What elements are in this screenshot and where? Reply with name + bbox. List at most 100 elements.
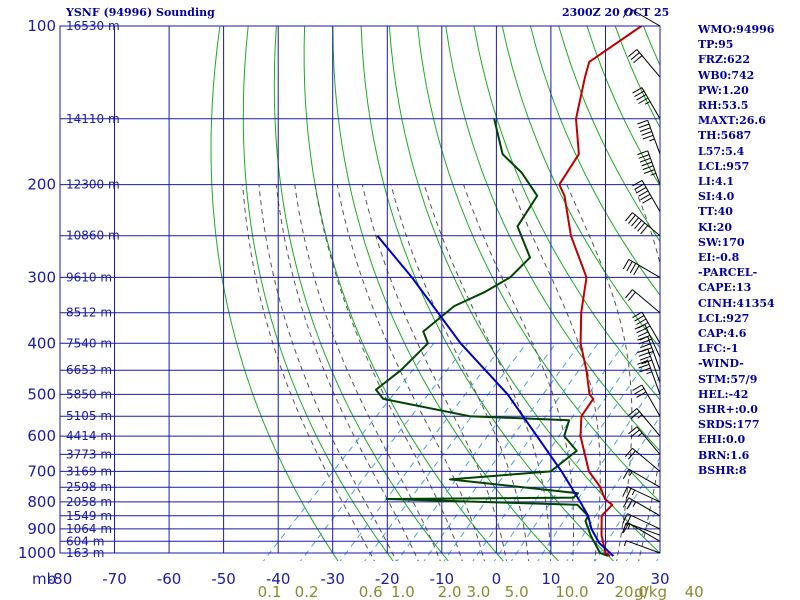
wind-barb-feather — [634, 183, 645, 190]
index-item: CAP:4.6 — [698, 327, 747, 341]
wind-barb-shaft — [636, 408, 661, 437]
wind-barb-feather — [640, 225, 649, 235]
index-item: LFC:-1 — [698, 342, 739, 356]
wind-barb-feather — [636, 94, 647, 101]
wind-barb-shaft — [636, 426, 661, 455]
wind-barb-feather — [639, 334, 651, 341]
mixing-ratio-label: 3.0 — [466, 583, 490, 600]
index-item: PW:1.20 — [698, 83, 749, 97]
height-label: 7540 m — [66, 336, 112, 350]
wind-barb-shaft — [641, 311, 661, 344]
height-label: 2058 m — [66, 495, 112, 509]
wind-barb-feather — [621, 522, 627, 534]
height-label: 3773 m — [66, 447, 112, 461]
wind-barb-shaft — [636, 49, 661, 78]
index-item: SHR+:0.0 — [698, 403, 758, 417]
wind-barb-half-feather — [650, 172, 657, 176]
wind-barb-feather — [636, 186, 647, 194]
wind-barb-feather — [632, 87, 643, 94]
chart-title: YSNF (94996) Sounding — [66, 6, 215, 19]
wind-barb-feather — [638, 363, 650, 369]
wind-barb-feather — [636, 391, 647, 398]
height-label: 5105 m — [66, 409, 112, 423]
wind-barb-shaft — [632, 212, 661, 237]
wind-barbs — [621, 7, 661, 554]
wind-barb-shaft — [626, 540, 661, 554]
height-label: 9610 m — [66, 270, 112, 284]
pressure-label: 100 — [27, 17, 56, 35]
index-item: WMO:94996 — [698, 23, 775, 36]
wind-barb-feather — [644, 169, 655, 174]
wind-barb-feather — [637, 360, 648, 365]
moist-adiabat — [336, 184, 485, 561]
index-item: LI:4.1 — [698, 175, 735, 189]
wind-barb-half-feather — [647, 350, 654, 354]
wind-barb-half-feather — [632, 501, 637, 507]
moist-adiabat — [509, 184, 601, 561]
wind-barb-half-feather — [627, 524, 631, 530]
wind-barb-half-feather — [646, 338, 652, 342]
mixing-ratio-line — [339, 342, 505, 561]
moist-adiabat — [258, 184, 397, 561]
wind-barb — [622, 258, 661, 278]
wind-barb-half-feather — [637, 414, 643, 419]
wind-barb-half-feather — [649, 138, 655, 142]
wind-barb — [622, 468, 661, 488]
wind-barb-feather — [638, 123, 650, 129]
index-item: CAPE:13 — [698, 281, 752, 295]
wind-barb-shaft — [628, 468, 661, 488]
pressure-label: 1000 — [18, 544, 56, 562]
index-item: RH:53.5 — [698, 99, 749, 113]
wind-barb-feather — [626, 261, 633, 272]
height-label: 1549 m — [66, 509, 112, 523]
mixing-ratio-label: 10.0 — [555, 583, 588, 600]
mixing-ratio-line — [566, 415, 660, 561]
mixing-ratio-line — [423, 343, 581, 561]
height-label: 16530 m — [66, 19, 120, 33]
moist-adiabat — [566, 184, 633, 561]
wind-barb-half-feather — [637, 432, 643, 437]
wind-barb — [622, 513, 661, 530]
wind-barb-shaft — [627, 486, 661, 503]
index-item: FRZ:622 — [698, 53, 751, 67]
wind-barb-feather — [636, 327, 647, 334]
wind-barb — [632, 87, 661, 120]
grid — [59, 25, 661, 554]
dry-adiabat — [772, 2, 800, 564]
wind-barb-feather — [634, 315, 645, 322]
index-item: L57:5.4 — [698, 144, 745, 158]
wind-barb — [632, 384, 661, 417]
index-item: SRDS:177 — [698, 418, 760, 432]
wind-barb-feather — [641, 359, 652, 365]
moist-adiabat — [294, 184, 441, 561]
mixing-ratio-label: 40 — [685, 583, 704, 600]
wind-barb-feather — [622, 468, 630, 479]
wind-barb-feather — [633, 55, 643, 64]
wind-barb-shaft — [627, 513, 661, 530]
x-tick-label: -10 — [430, 570, 455, 588]
index-item: BRN:1.6 — [698, 448, 750, 462]
x-tick-label: 30 — [650, 570, 669, 588]
height-label: 10860 m — [66, 229, 120, 243]
wind-barb — [637, 335, 661, 371]
index-item: MAXT:26.6 — [698, 114, 766, 128]
x-tick-label: 20 — [596, 570, 615, 588]
wind-barb-feather — [634, 90, 645, 98]
dry-adiabat — [332, 26, 560, 561]
pressure-label: 800 — [27, 493, 56, 511]
timestamp: 2300Z 20 OCT 25 — [562, 6, 670, 19]
wind-barb-feather — [631, 217, 639, 227]
wind-barb-feather — [638, 352, 650, 357]
mixing-ratio-unit: g/kg — [634, 583, 667, 600]
wind-barb — [623, 540, 661, 554]
index-item: TT:40 — [698, 205, 733, 219]
wind-barb — [628, 408, 661, 437]
dry-adiabat — [303, 26, 504, 561]
wind-barb — [622, 486, 661, 503]
wind-barb-shaft — [647, 150, 661, 185]
wind-barb-feather — [632, 179, 643, 187]
pressure-label: 200 — [27, 176, 56, 194]
wind-barb-feather — [622, 497, 630, 508]
plot-border — [59, 25, 661, 554]
